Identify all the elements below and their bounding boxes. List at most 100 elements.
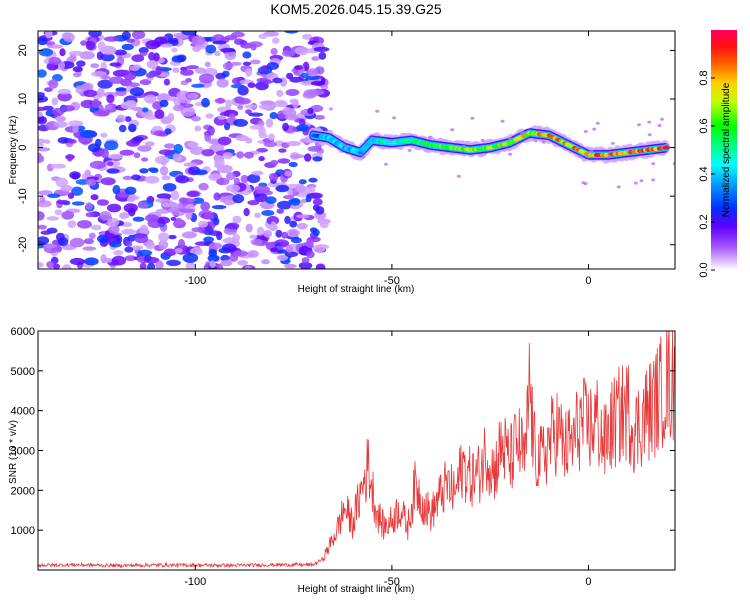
noise-blob xyxy=(257,120,265,127)
noise-blob xyxy=(267,133,275,141)
noise-blob xyxy=(38,147,51,152)
noise-blob xyxy=(119,149,135,156)
noise-blob xyxy=(145,241,156,250)
noise-blob xyxy=(186,191,200,197)
x-tick-label: -50 xyxy=(384,275,400,287)
noise-blob xyxy=(191,227,206,233)
noise-blob xyxy=(230,61,242,66)
noise-blob xyxy=(144,214,159,223)
noise-blob xyxy=(67,192,75,199)
noise-blob xyxy=(304,153,312,162)
noise-blob xyxy=(224,35,237,41)
noise-blob xyxy=(85,40,96,50)
noise-blob xyxy=(131,106,143,111)
noise-blob xyxy=(44,87,53,92)
noise-blob xyxy=(220,259,233,267)
noise-blob xyxy=(68,50,84,56)
y-tick-label: 5000 xyxy=(11,366,35,378)
noise-blob xyxy=(201,149,215,157)
noise-blob xyxy=(305,239,314,249)
noise-blob xyxy=(172,104,185,112)
noise-blob xyxy=(91,71,107,77)
noise-blob xyxy=(249,234,258,239)
noise-blob xyxy=(284,170,293,177)
noise-blob xyxy=(258,132,268,139)
noise-blob xyxy=(131,245,144,251)
noise-blob xyxy=(123,203,138,213)
noise-blob xyxy=(155,198,170,203)
noise-blob xyxy=(77,220,92,229)
noise-blob xyxy=(131,174,141,181)
noise-blob xyxy=(201,97,210,108)
noise-blob xyxy=(106,94,115,104)
noise-blob xyxy=(137,145,152,152)
noise-blob xyxy=(145,40,160,50)
noise-blob xyxy=(244,265,253,269)
noise-blob xyxy=(240,174,249,184)
noise-blob xyxy=(194,125,202,132)
noise-blob xyxy=(289,220,298,228)
noise-blob xyxy=(168,96,178,102)
noise-blob xyxy=(145,72,155,79)
noise-blob xyxy=(214,50,221,57)
ridge-speck xyxy=(428,135,432,139)
noise-blob xyxy=(289,98,298,104)
noise-blob xyxy=(97,41,106,52)
noise-blob xyxy=(217,115,226,120)
noise-blob xyxy=(248,112,264,117)
noise-blob xyxy=(276,200,293,210)
noise-blob xyxy=(225,99,232,109)
y-tick-label: -20 xyxy=(17,237,29,253)
y-tick-label: 2000 xyxy=(11,485,35,497)
noise-blob xyxy=(90,194,99,201)
noise-blob xyxy=(104,104,113,110)
noise-blob xyxy=(312,244,326,253)
noise-blob xyxy=(38,69,47,78)
ridge-speck xyxy=(500,119,505,123)
noise-blob xyxy=(86,178,97,186)
noise-blob xyxy=(139,52,148,56)
noise-blob xyxy=(265,196,277,204)
noise-blob xyxy=(270,47,278,56)
ridge-speck xyxy=(592,127,597,131)
noise-blob xyxy=(233,177,240,185)
noise-blob xyxy=(104,140,119,151)
noise-blob xyxy=(232,233,241,243)
noise-blob xyxy=(209,260,216,269)
noise-blob xyxy=(232,215,242,224)
noise-blob xyxy=(88,232,96,239)
noise-blob xyxy=(174,217,183,226)
noise-blob xyxy=(214,158,225,167)
noise-blob xyxy=(213,217,220,226)
ridge-speck xyxy=(392,116,397,120)
noise-blob xyxy=(38,95,49,103)
noise-blob xyxy=(121,43,134,51)
noise-blob xyxy=(48,57,62,66)
noise-blob xyxy=(194,169,208,175)
noise-blob xyxy=(208,242,223,250)
noise-blob xyxy=(298,179,307,185)
noise-blob xyxy=(225,172,236,181)
noise-blob xyxy=(38,106,47,112)
noise-blob xyxy=(260,80,274,84)
noise-blob xyxy=(158,149,175,156)
noise-blob xyxy=(158,72,170,77)
noise-blob xyxy=(235,134,249,142)
colorbar-tick-label: 0.2 xyxy=(698,214,710,229)
noise-blob xyxy=(38,138,46,144)
noise-blob xyxy=(278,148,287,153)
spectrogram-ylabel: Frequency (Hz) xyxy=(8,116,19,185)
noise-blob xyxy=(38,116,47,125)
noise-blob xyxy=(139,262,147,269)
noise-blob xyxy=(96,88,105,98)
noise-blob xyxy=(113,250,124,256)
noise-blob xyxy=(63,32,75,43)
ridge-speck xyxy=(533,139,538,143)
noise-blob xyxy=(107,203,122,213)
noise-blob xyxy=(164,143,176,149)
noise-blob xyxy=(244,104,258,109)
noise-blob xyxy=(90,224,102,231)
ridge-speck xyxy=(651,178,656,182)
noise-blob xyxy=(88,143,101,153)
